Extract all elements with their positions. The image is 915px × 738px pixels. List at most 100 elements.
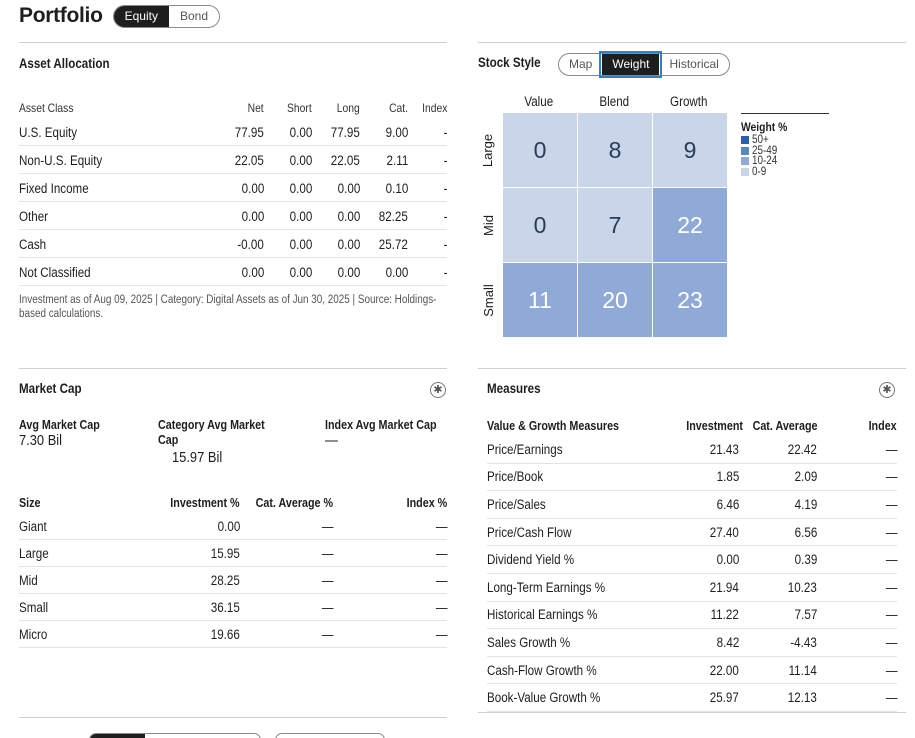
legend-item: 50+ [741, 135, 829, 146]
asterisk-circle-icon[interactable]: ✱ [430, 382, 446, 398]
table-cell: Cash-Flow Growth % [487, 662, 597, 678]
table-cell: 77.95 [234, 124, 264, 140]
table-cell: — [885, 552, 897, 568]
table-row: Book-Value Growth % 25.97 12.13 — [487, 684, 897, 712]
table-cell: 0.00 [385, 264, 408, 280]
style-row-small: Small [480, 283, 496, 317]
table-cell: — [885, 469, 897, 485]
tab-historical[interactable]: Historical [669, 57, 719, 71]
table-row: Historical Earnings % 11.22 7.57 — [487, 602, 897, 630]
table-cell: — [435, 573, 447, 588]
tab-equity[interactable]: Equity [113, 5, 169, 27]
table-cell: -4.43 [790, 634, 817, 650]
tab-weight[interactable]: Weight [599, 51, 663, 78]
table-row: Cash -0.00 0.00 0.00 25.72 - [19, 231, 447, 258]
table-cell: 22.00 [709, 662, 739, 678]
table-cell: — [885, 579, 897, 595]
page-title: Portfolio [19, 4, 103, 27]
table-cell: 22.05 [330, 152, 360, 168]
table-cell: — [321, 600, 333, 615]
table-cell: 9.00 [385, 124, 408, 140]
index-avg-market-cap-value: — [325, 432, 338, 449]
category-avg-market-cap-label: Category Avg Market Cap [158, 418, 265, 447]
table-cell: — [435, 519, 447, 534]
table-cell: 0.00 [716, 552, 739, 568]
table-cell: Fixed Income [19, 180, 89, 196]
style-box-large-blend: 8 [578, 113, 652, 187]
table-cell: 28.25 [210, 573, 240, 588]
table-row: Price/Earnings 21.43 22.42 — [487, 436, 897, 464]
stock-style-toggle: Map Weight Historical [558, 51, 730, 78]
table-cell: 0.00 [241, 180, 264, 196]
table-cell: Long-Term Earnings % [487, 579, 606, 595]
market-cap-title: Market Cap [19, 381, 82, 396]
table-cell: 0.00 [289, 152, 312, 168]
bottom-toggle[interactable] [89, 733, 261, 738]
table-cell: Sales Growth % [487, 634, 571, 650]
table-cell: 0.00 [337, 208, 360, 224]
table-cell: 0.00 [289, 264, 312, 280]
table-cell: Historical Earnings % [487, 607, 598, 623]
table-row: Fixed Income 0.00 0.00 0.00 0.10 - [19, 175, 447, 202]
table-cell: Not Classified [19, 264, 91, 280]
table-row: Non-U.S. Equity 22.05 0.00 22.05 2.11 - [19, 147, 447, 174]
table-cell: 0.00 [241, 264, 264, 280]
style-box-large-value: 0 [503, 113, 577, 187]
table-cell: Book-Value Growth % [487, 690, 601, 706]
legend-item: 25-49 [741, 145, 829, 157]
table-cell: — [885, 690, 897, 706]
style-box-small-value: 11 [503, 263, 577, 337]
tab-bond[interactable]: Bond [179, 8, 209, 23]
table-cell: 0.00 [289, 236, 312, 252]
style-column-value: Value [524, 94, 554, 109]
legend-title: Weight % [741, 120, 788, 134]
table-cell: 8.42 [716, 634, 739, 650]
bottom-toggle[interactable] [275, 733, 385, 738]
stock-style-title: Stock Style [478, 55, 541, 70]
column-header: Net [247, 100, 264, 115]
table-cell: - [443, 264, 447, 280]
avg-market-cap-value: 7.30 Bil [19, 432, 63, 449]
table-cell: 0.00 [337, 180, 360, 196]
tab-map[interactable]: Map [569, 57, 593, 71]
column-header: Index [421, 100, 447, 115]
table-cell: — [435, 627, 447, 642]
table-cell: Micro [19, 627, 48, 642]
table-row: Other 0.00 0.00 0.00 82.25 - [19, 203, 447, 230]
style-column-blend: Blend [599, 94, 629, 109]
table-cell: — [885, 496, 897, 512]
table-cell: 0.00 [337, 264, 360, 280]
table-row: Sales Growth % 8.42 -4.43 — [487, 629, 897, 657]
table-cell: — [321, 519, 333, 534]
divider [19, 42, 447, 43]
asset-allocation-title: Asset Allocation [19, 56, 110, 71]
table-cell: — [435, 600, 447, 615]
table-cell: Small [19, 600, 49, 615]
category-avg-market-cap-value: 15.97 Bil [172, 449, 223, 466]
index-avg-market-cap-label: Index Avg Market Cap [325, 418, 437, 432]
table-cell: 15.95 [210, 546, 240, 561]
table-cell: Large [19, 546, 49, 561]
table-cell: 0.00 [337, 236, 360, 252]
table-cell: - [443, 180, 447, 196]
column-header: Cat. Average % [255, 496, 333, 510]
portfolio-type-toggle: Equity Bond [112, 4, 221, 28]
asterisk-circle-icon[interactable]: ✱ [879, 382, 895, 398]
table-row: Small 36.15 — — [19, 595, 447, 621]
table-cell: 21.43 [709, 441, 739, 457]
style-box-mid-growth: 22 [653, 188, 727, 262]
table-cell: 25.72 [378, 236, 408, 252]
table-cell: 7.57 [794, 607, 817, 623]
table-cell: 11.14 [788, 662, 817, 678]
table-row: U.S. Equity 77.95 0.00 77.95 9.00 - [19, 119, 447, 146]
style-box-mid-blend: 7 [578, 188, 652, 262]
column-header: Index % [406, 496, 447, 510]
column-header: Investment % [170, 496, 240, 510]
table-cell: 4.19 [794, 496, 817, 512]
table-cell: Mid [19, 573, 38, 588]
table-cell: — [885, 441, 897, 457]
table-cell: 0.39 [794, 552, 817, 568]
table-cell: 6.46 [716, 496, 739, 512]
style-box-small-growth: 23 [653, 263, 727, 337]
table-cell: Price/Cash Flow [487, 524, 572, 540]
